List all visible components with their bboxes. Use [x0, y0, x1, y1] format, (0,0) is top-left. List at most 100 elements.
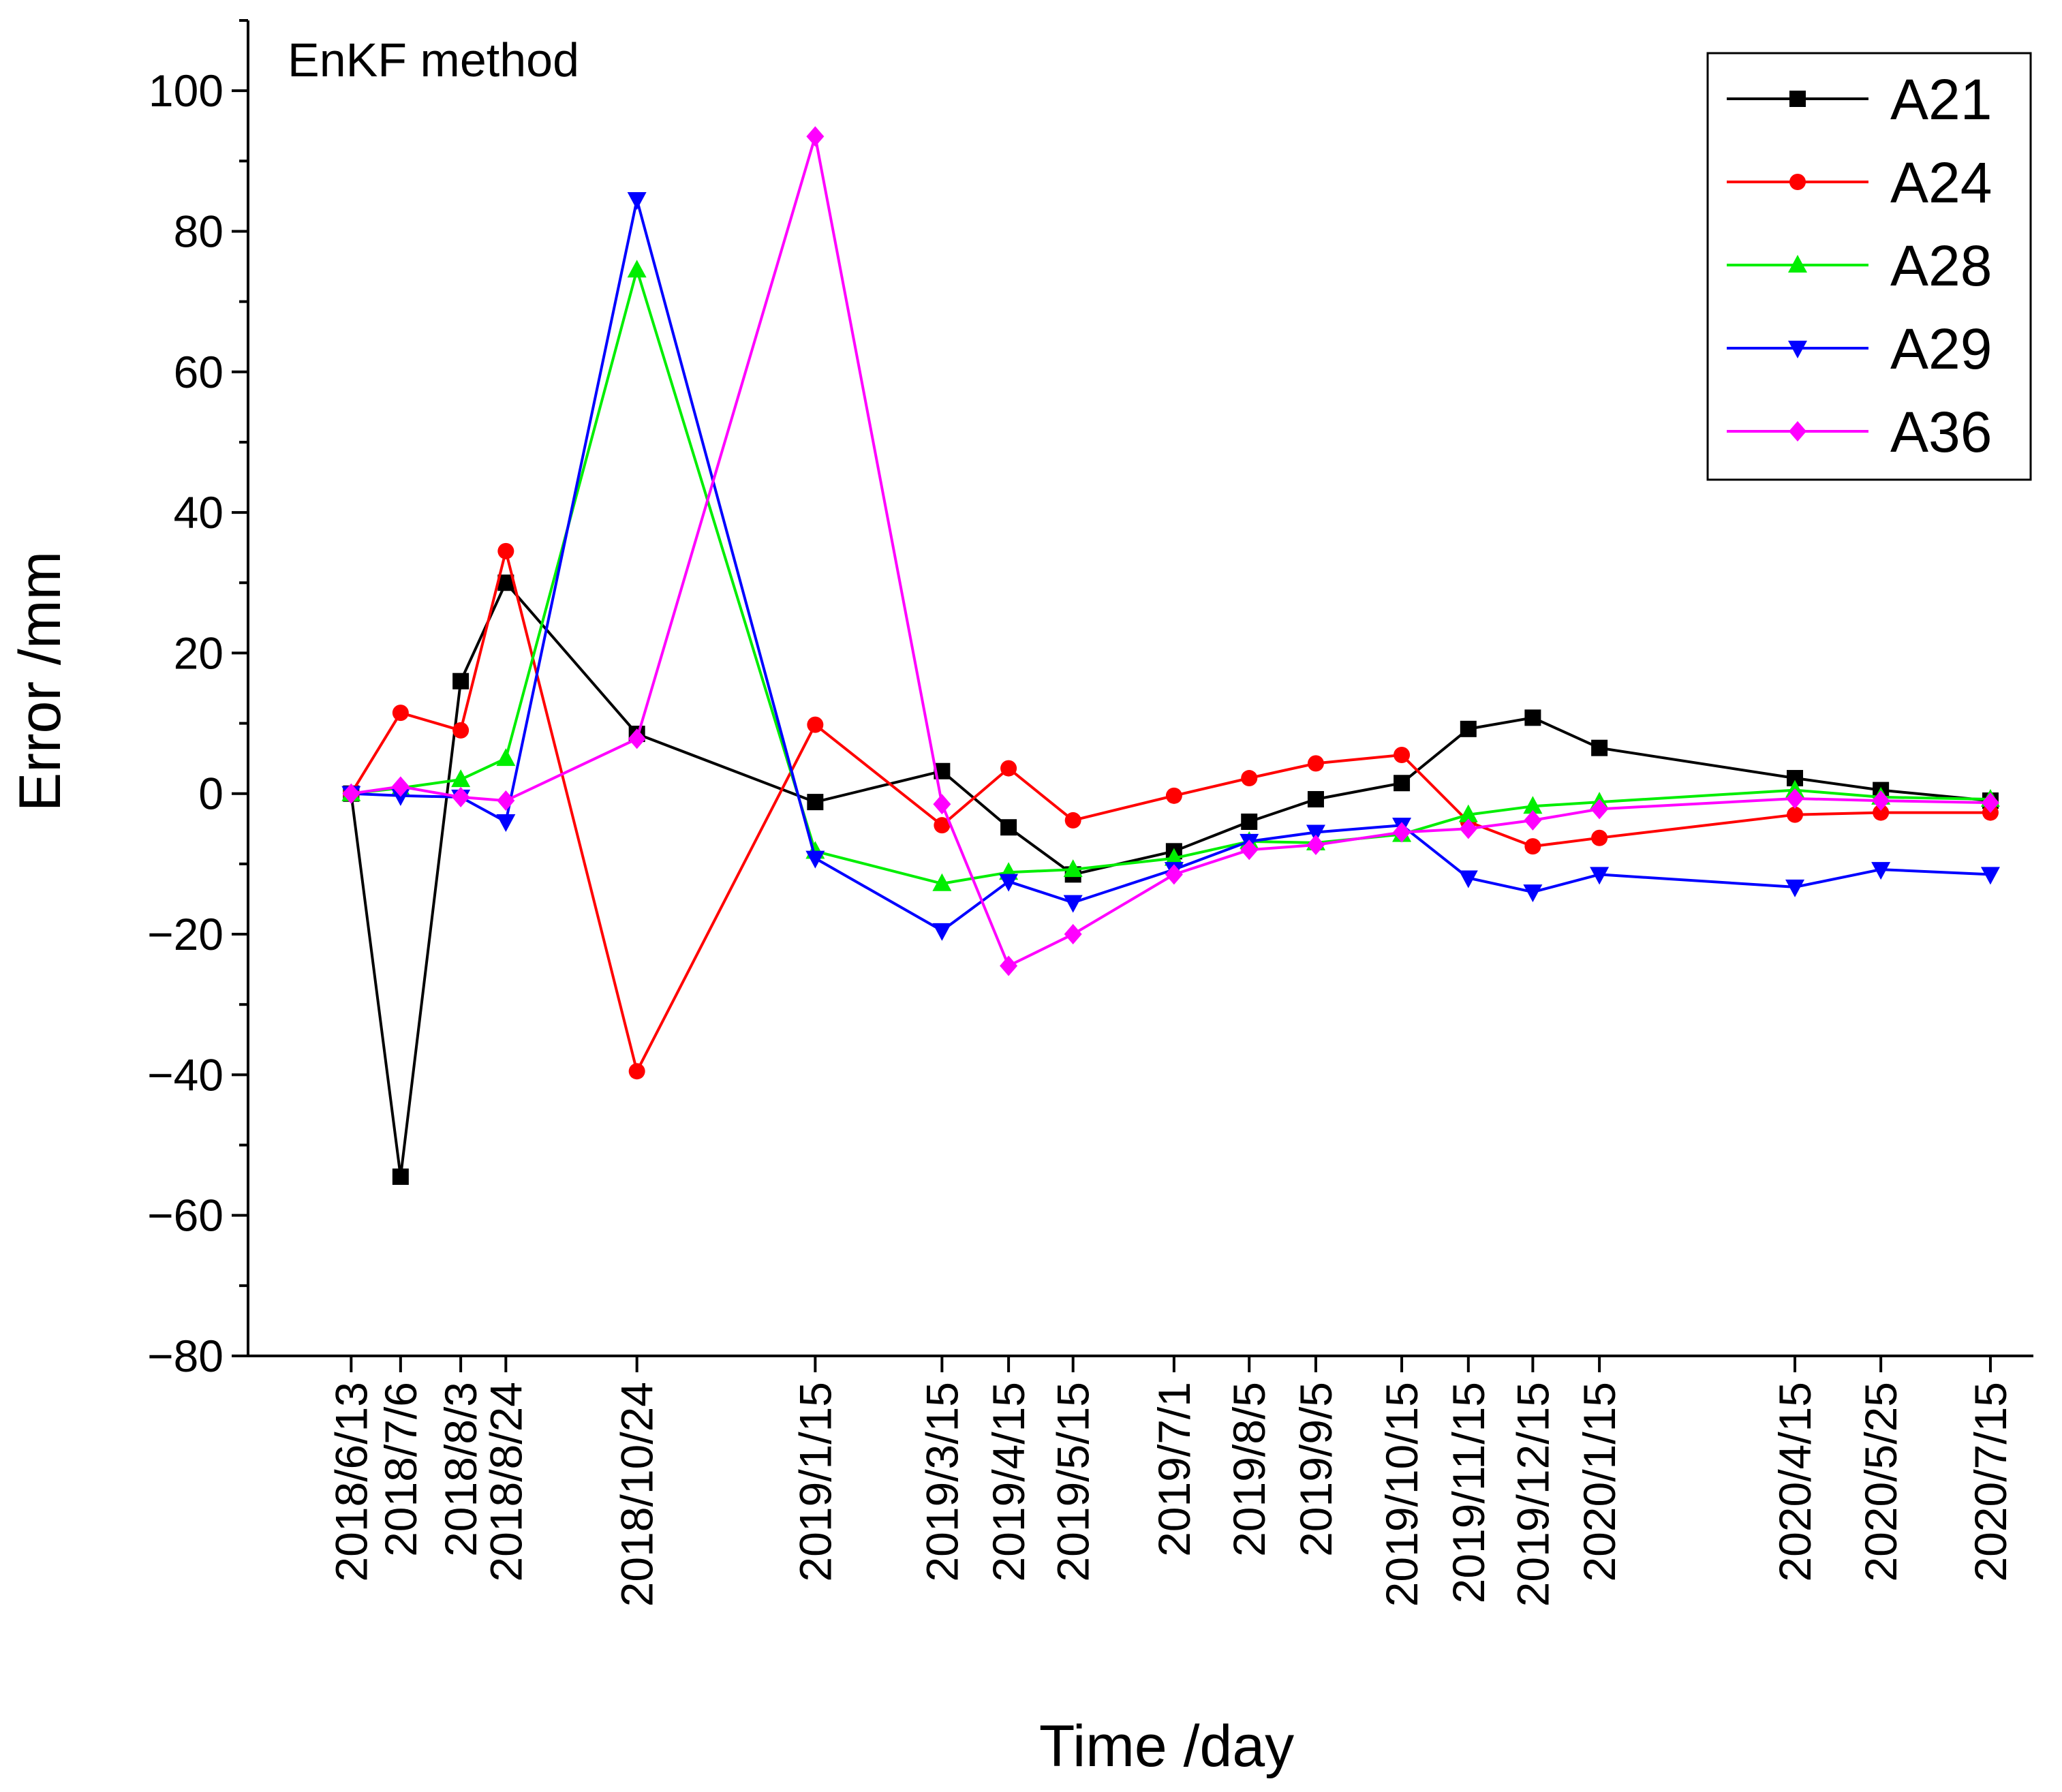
x-tick-label: 2019/11/15 [1443, 1382, 1494, 1603]
y-tick-label: 40 [174, 487, 224, 538]
data-point-A29 [999, 874, 1019, 892]
data-point-A36 [1590, 799, 1609, 820]
x-tick-label: 2019/8/5 [1224, 1382, 1274, 1557]
data-point-A21 [807, 794, 824, 811]
x-tick-label: 2020/7/15 [1965, 1382, 2016, 1582]
x-tick-label: 2019/12/15 [1507, 1382, 1558, 1607]
data-point-A36 [1306, 835, 1325, 856]
data-point-A28 [451, 769, 471, 788]
data-point-A36 [1981, 792, 1999, 814]
legend-item-A28: A28 [1727, 234, 1992, 298]
data-point-A29 [496, 814, 516, 832]
x-tick-label: 2018/10/24 [612, 1382, 662, 1607]
data-point-A28 [496, 748, 516, 767]
legend-marker [1789, 421, 1806, 442]
data-point-A24 [1394, 747, 1411, 763]
data-point-A24 [452, 722, 470, 739]
legend-label: A28 [1890, 234, 1992, 298]
data-point-A29 [1306, 824, 1325, 843]
data-point-A24 [497, 542, 514, 559]
data-point-A36 [1459, 818, 1477, 839]
data-point-A21 [1307, 790, 1324, 807]
data-point-A36 [806, 126, 825, 147]
data-point-A29 [932, 923, 952, 941]
data-point-A24 [1165, 787, 1182, 804]
data-point-A21 [1394, 775, 1411, 792]
legend-label: A21 [1890, 67, 1992, 132]
legend-label: A24 [1890, 151, 1992, 215]
y-tick-label: 80 [174, 206, 224, 256]
legend-marker [1788, 255, 1807, 273]
data-point-A36 [1165, 864, 1183, 885]
data-point-A29 [1590, 867, 1610, 885]
data-point-A21 [1591, 739, 1608, 756]
data-point-A21 [1241, 814, 1258, 830]
data-point-A24 [1064, 812, 1081, 829]
data-point-A29 [390, 788, 410, 806]
legend-marker [1788, 341, 1807, 358]
data-point-A36 [391, 776, 410, 797]
legend-label: A29 [1890, 317, 1992, 381]
data-point-A28 [627, 260, 647, 278]
legend-item-A21: A21 [1727, 67, 1992, 132]
data-point-A36 [497, 790, 515, 812]
data-point-A28 [932, 873, 952, 891]
legend-item-A29: A29 [1727, 317, 1992, 381]
data-point-A36 [452, 786, 470, 807]
y-tick-label: −80 [147, 1331, 224, 1381]
x-tick-label: 2018/8/3 [435, 1382, 486, 1557]
data-point-A24 [628, 1063, 645, 1080]
y-tick-label: 0 [198, 769, 224, 819]
x-tick-label: 2019/7/1 [1149, 1382, 1199, 1557]
x-tick-label: 2018/7/6 [375, 1382, 426, 1557]
data-point-A29 [805, 850, 825, 869]
x-tick-label: 2020/4/15 [1770, 1382, 1820, 1582]
data-point-A36 [628, 728, 646, 750]
data-point-A29 [1458, 870, 1478, 889]
data-point-A36 [1240, 839, 1259, 861]
data-point-A36 [933, 794, 951, 815]
data-point-A29 [1871, 862, 1891, 880]
data-point-A28 [1523, 796, 1543, 814]
data-point-A28 [1063, 859, 1083, 878]
data-point-A24 [1591, 829, 1608, 846]
data-point-A29 [627, 192, 647, 211]
legend-label: A36 [1890, 400, 1992, 464]
x-tick-label: 2018/6/13 [326, 1382, 376, 1582]
x-tick-label: 2019/9/5 [1291, 1382, 1341, 1557]
x-axis-title: Time /day [1039, 1714, 1294, 1779]
legend: A21 A24 A28 A29 A36 [1706, 52, 2032, 481]
data-point-A21 [1000, 819, 1017, 836]
data-point-A24 [1000, 760, 1017, 777]
data-point-A24 [1524, 838, 1541, 855]
data-point-A24 [807, 716, 824, 733]
y-tick-label: 20 [174, 628, 224, 678]
data-point-A28 [1164, 848, 1184, 866]
data-point-A24 [1873, 804, 1890, 821]
data-point-A21 [1460, 720, 1477, 737]
y-tick-label: −20 [147, 909, 224, 959]
x-tick-label: 2018/8/24 [480, 1382, 531, 1582]
series-line-A24 [350, 549, 1990, 1073]
x-tick-label: 2019/4/15 [983, 1382, 1034, 1582]
data-point-A36 [1000, 955, 1018, 976]
data-point-A29 [1063, 895, 1083, 913]
data-point-A29 [1980, 867, 2000, 885]
data-point-A29 [1785, 879, 1805, 897]
data-point-A36 [1786, 788, 1804, 809]
legend-item-A36: A36 [1727, 400, 1992, 464]
data-point-A36 [342, 783, 360, 804]
chart-annotation: EnKF method [288, 33, 579, 87]
data-point-A24 [934, 817, 951, 834]
x-tick-label: 2019/3/15 [917, 1382, 967, 1582]
data-point-A36 [1393, 822, 1411, 843]
y-tick-label: −40 [147, 1049, 224, 1100]
legend-marker [1789, 174, 1806, 190]
data-point-A36 [1872, 790, 1890, 812]
data-point-A29 [1523, 884, 1543, 903]
data-point-A21 [452, 673, 470, 690]
data-point-A24 [1787, 806, 1804, 823]
x-tick-label: 2019/5/15 [1048, 1382, 1098, 1582]
x-tick-label: 2019/10/15 [1376, 1382, 1427, 1607]
